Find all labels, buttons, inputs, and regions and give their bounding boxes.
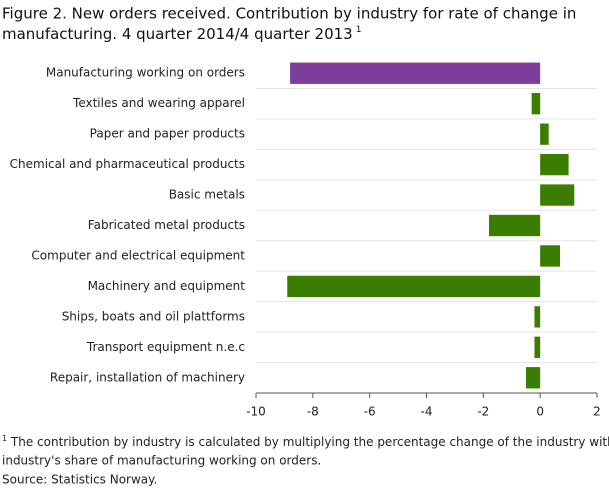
- y-tick-label: Fabricated metal products: [88, 218, 245, 232]
- bar: [290, 62, 541, 84]
- footnote: industry's share of manufacturing workin…: [2, 454, 321, 468]
- note-marker: 1: [2, 434, 7, 443]
- bar: [531, 93, 541, 115]
- bar: [534, 336, 541, 358]
- y-tick-label: Paper and paper products: [90, 127, 245, 141]
- x-tick-label: 2: [593, 405, 601, 419]
- bar: [489, 214, 541, 237]
- x-tick-label: -4: [421, 405, 433, 419]
- bar: [540, 245, 561, 267]
- y-tick-label: Manufacturing working on orders: [46, 66, 245, 80]
- y-tick-label: Machinery and equipment: [88, 279, 246, 293]
- title-line: manufacturing. 4 quarter 2014/4 quarter …: [2, 25, 353, 43]
- chart-title: manufacturing. 4 quarter 2014/4 quarter …: [2, 25, 361, 43]
- y-tick-label: Repair, installation of machinery: [50, 370, 245, 384]
- x-tick-label: -10: [246, 405, 266, 419]
- note-marker: 1: [356, 25, 362, 35]
- bar: [534, 306, 541, 328]
- footnote: 1 The contribution by industry is calcul…: [2, 434, 609, 449]
- y-tick-label: Transport equipment n.e.c: [86, 340, 245, 354]
- chart-title: Figure 2. New orders received. Contribut…: [2, 5, 576, 23]
- y-tick-label: Textiles and wearing apparel: [72, 96, 245, 110]
- x-tick-label: 0: [536, 405, 544, 419]
- bar: [525, 367, 541, 389]
- source: Source: Statistics Norway.: [2, 473, 157, 487]
- x-tick-label: -2: [477, 405, 489, 419]
- y-tick-label: Basic metals: [169, 188, 245, 202]
- bar: [540, 184, 575, 206]
- y-tick-label: Chemical and pharmaceutical products: [10, 157, 245, 171]
- x-tick-label: -8: [307, 405, 319, 419]
- bar: [287, 275, 541, 298]
- bar: [540, 123, 549, 145]
- x-tick-label: -6: [364, 405, 376, 419]
- footnote-line: The contribution by industry is calculat…: [7, 435, 609, 449]
- bar: [540, 153, 569, 176]
- y-tick-label: Computer and electrical equipment: [31, 248, 245, 262]
- y-tick-label: Ships, boats and oil plattforms: [62, 309, 245, 323]
